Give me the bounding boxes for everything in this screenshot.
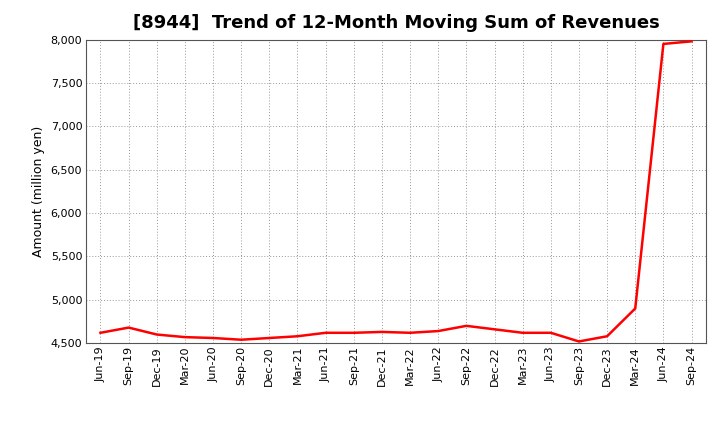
Y-axis label: Amount (million yen): Amount (million yen) bbox=[32, 126, 45, 257]
Title: [8944]  Trend of 12-Month Moving Sum of Revenues: [8944] Trend of 12-Month Moving Sum of R… bbox=[132, 15, 660, 33]
